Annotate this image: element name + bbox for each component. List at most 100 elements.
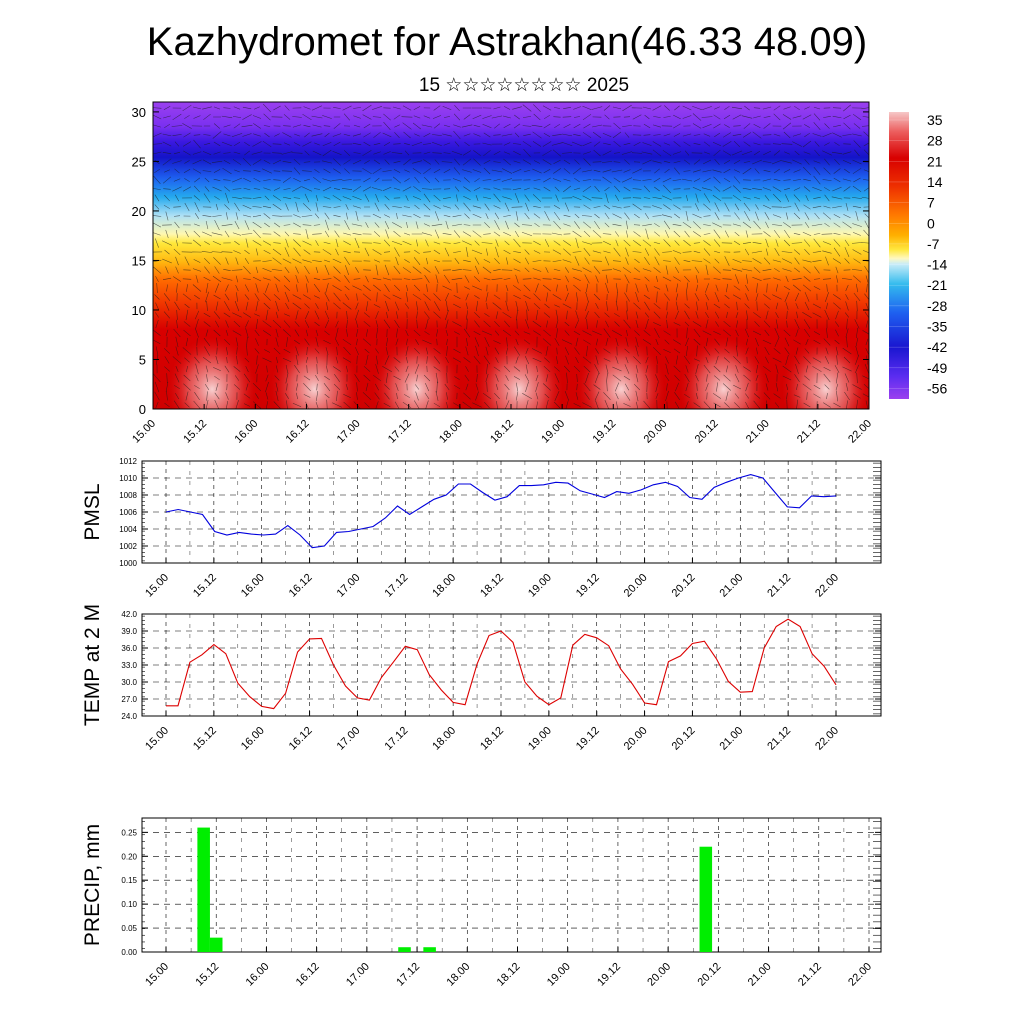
- colorbar-label: -21: [927, 277, 947, 293]
- x-tick-label: 17.12: [382, 572, 410, 600]
- x-tick-label: 22.00: [846, 961, 874, 989]
- plot-frame: [141, 817, 882, 953]
- y-tick-label: 1002: [119, 542, 137, 551]
- x-tick-label: 19.12: [595, 961, 623, 989]
- y-tick-label: 0.10: [121, 900, 137, 909]
- x-tick-label: 16.12: [287, 725, 315, 753]
- heatmap-y-tick-label: 15: [132, 253, 146, 268]
- y-tick-label: 0.00: [121, 948, 137, 957]
- wind-vectors: [153, 103, 869, 409]
- y-tick-label: 27.0: [121, 695, 137, 704]
- y-tick-label: 0.25: [121, 828, 137, 837]
- y-tick-label: 1006: [119, 508, 137, 517]
- heatmap-x-tick-label: 20.12: [693, 418, 721, 446]
- y-tick-label: 1008: [119, 491, 137, 500]
- colorbar-label: 14: [927, 174, 943, 190]
- warm-cell: [168, 337, 257, 409]
- x-tick-label: 21.12: [765, 725, 793, 753]
- colorbar-gradient: [889, 112, 909, 399]
- heatmap-y-tick-label: 25: [132, 154, 146, 169]
- x-tick-label: 19.12: [574, 725, 602, 753]
- x-tick-label: 18.00: [430, 725, 458, 753]
- x-tick-label: 15.12: [191, 572, 219, 600]
- colorbar-label: -42: [927, 339, 947, 355]
- colorbar-label: -56: [927, 380, 947, 396]
- heatmap-y-tick-label: 5: [139, 352, 146, 367]
- x-tick-label: 18.12: [478, 572, 506, 600]
- x-tick-label: 16.12: [287, 572, 315, 600]
- precip-panel: 15.00 15.12 16.00 16.12 17.00 17.12 18.00 18.12…: [81, 817, 882, 989]
- y-tick-label: 0.15: [121, 876, 137, 885]
- x-tick-label: 18.12: [495, 961, 523, 989]
- y-tick-label: 1010: [119, 474, 137, 483]
- colorbar-label: 0: [927, 215, 935, 231]
- x-tick-label: 20.12: [670, 725, 698, 753]
- temperature-cross-section: 0 5 10 15 20 25 30 15.00 15.12 16.00 16.12 17.00 17…: [130, 101, 874, 446]
- x-tick-label: 19.00: [545, 961, 573, 989]
- x-tick-label: 19.00: [526, 572, 554, 600]
- warm-cell: [781, 337, 869, 409]
- temp-panel: 15.00 15.12 16.00 16.12 17.00 17.12 18.00 18.12…: [81, 604, 882, 753]
- x-tick-label: 15.12: [191, 725, 219, 753]
- heatmap-x-tick-label: 18.00: [437, 418, 465, 446]
- colorbar: 35 28 21 14 7 0 -7 -14 -21 -28 -35 -42 -49 -56: [889, 112, 947, 399]
- x-tick-label: 22.00: [813, 572, 841, 600]
- x-tick-label: 15.12: [193, 961, 221, 989]
- heatmap-y-tick-label: 0: [139, 402, 146, 417]
- x-tick-label: 20.12: [670, 572, 698, 600]
- warm-cell: [372, 337, 461, 409]
- heatmap-x-axis: 15.00 15.12 16.00 16.12 17.00 17.12 18.00 18.12…: [130, 404, 874, 446]
- colorbar-label: -7: [927, 236, 940, 252]
- y-tick-label: 39.0: [121, 627, 137, 636]
- heatmap-x-tick-label: 21.00: [744, 418, 772, 446]
- heatmap-y-tick-label: 10: [132, 303, 146, 318]
- heatmap-x-tick-label: 16.00: [232, 418, 260, 446]
- y-axis-label: TEMP at 2 M: [81, 604, 104, 726]
- x-tick-label: 17.00: [335, 725, 363, 753]
- x-tick-label: 17.12: [394, 961, 422, 989]
- colorbar-label: 35: [927, 112, 943, 128]
- heatmap-y-tick-label: 20: [132, 204, 146, 219]
- y-tick-label: 0.05: [121, 924, 137, 933]
- x-tick-label: 16.00: [244, 961, 272, 989]
- x-tick-label: 19.12: [574, 572, 602, 600]
- y-tick-label: 36.0: [121, 644, 137, 653]
- precip-bar: [398, 947, 411, 952]
- heatmap-x-tick-label: 18.12: [488, 418, 516, 446]
- colorbar-label: -35: [927, 319, 947, 335]
- x-tick-label: 20.00: [622, 725, 650, 753]
- x-tick-label: 17.12: [382, 725, 410, 753]
- x-tick-label: 18.00: [430, 572, 458, 600]
- heatmap-x-tick-label: 16.12: [284, 418, 312, 446]
- warm-cell: [270, 337, 359, 409]
- precip-bar: [699, 846, 713, 952]
- heatmap-x-tick-label: 15.00: [130, 418, 158, 446]
- precip-bar: [423, 947, 436, 952]
- heatmap-y-tick-label: 30: [132, 105, 146, 120]
- x-tick-label: 20.12: [696, 961, 724, 989]
- x-tick-label: 21.00: [717, 725, 745, 753]
- x-tick-label: 20.00: [622, 572, 650, 600]
- warm-cell: [577, 337, 666, 409]
- colorbar-label: -14: [927, 257, 947, 273]
- x-tick-label: 17.00: [335, 572, 363, 600]
- x-tick-label: 18.12: [478, 725, 506, 753]
- heatmap-x-tick-label: 19.00: [539, 418, 567, 446]
- colorbar-labels: 35 28 21 14 7 0 -7 -14 -21 -28 -35 -42 -49 -56: [889, 112, 947, 396]
- y-tick-label: 1004: [119, 525, 137, 534]
- series-line: [165, 474, 837, 549]
- x-tick-label: 15.00: [143, 961, 171, 989]
- heatmap-x-tick-label: 19.12: [590, 418, 618, 446]
- x-tick-label: 18.00: [444, 961, 472, 989]
- x-tick-label: 16.00: [239, 572, 267, 600]
- x-tick-label: 16.12: [294, 961, 322, 989]
- colorbar-label: -28: [927, 298, 947, 314]
- y-tick-label: 24.0: [121, 712, 137, 721]
- colorbar-label: 28: [927, 133, 943, 149]
- heatmap-x-tick-label: 17.12: [386, 418, 414, 446]
- heatmap-x-tick-label: 22.00: [846, 418, 874, 446]
- colorbar-label: 7: [927, 195, 935, 211]
- precip-bar: [209, 937, 223, 952]
- heatmap-x-tick-label: 21.12: [795, 418, 823, 446]
